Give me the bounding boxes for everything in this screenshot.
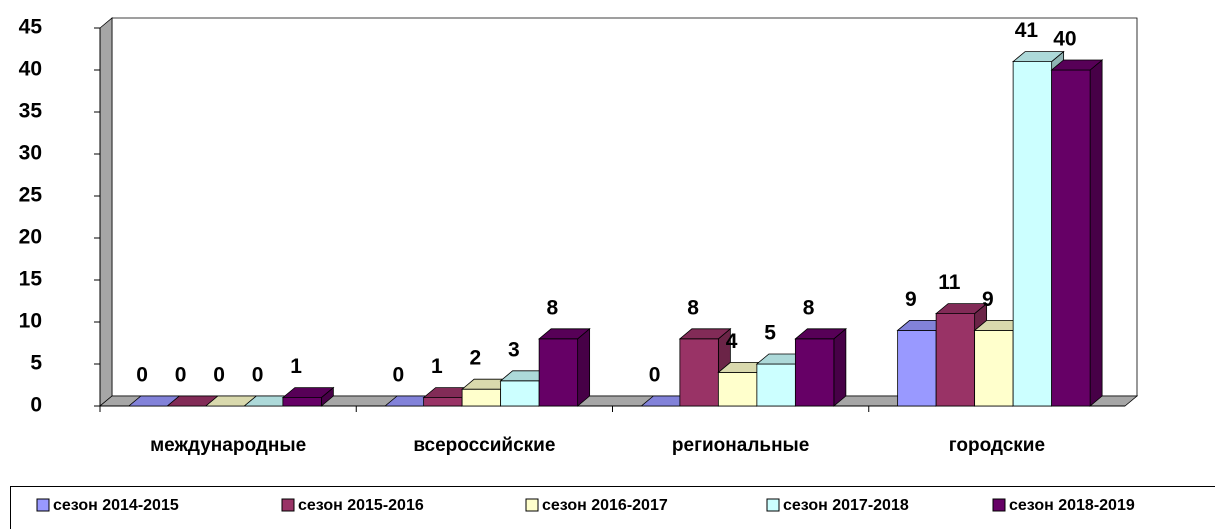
data-label: 11 <box>938 271 961 294</box>
data-label: 0 <box>213 364 225 387</box>
bar-side <box>833 327 847 407</box>
bar <box>281 386 335 407</box>
y-tick-label: 25 <box>19 184 43 207</box>
bar <box>1050 59 1104 407</box>
y-tick-label: 20 <box>19 226 42 249</box>
data-label: 9 <box>905 288 917 311</box>
bar-front <box>1012 61 1053 407</box>
y-tick-label: 0 <box>30 394 42 417</box>
data-label: 2 <box>470 347 482 370</box>
data-label: 0 <box>136 364 148 387</box>
bar-front <box>717 371 758 407</box>
bar-front <box>500 380 540 407</box>
data-label: 8 <box>803 296 815 319</box>
y-tick-label: 35 <box>19 100 43 123</box>
bar-front <box>461 388 502 407</box>
data-label: 0 <box>649 364 661 387</box>
legend-box <box>10 486 1215 529</box>
bar-front <box>282 397 322 407</box>
bar-front <box>538 338 579 407</box>
data-label: 8 <box>687 296 699 319</box>
legend-label: сезон 2015-2016 <box>298 497 424 514</box>
data-label: 5 <box>764 322 776 345</box>
bar <box>538 327 591 407</box>
bar-front <box>935 313 976 407</box>
x-tick-label: всероссийские <box>413 435 555 456</box>
bar-front <box>423 397 463 407</box>
bar-top <box>1050 59 1104 71</box>
bar-top <box>794 328 847 340</box>
y-tick-label: 15 <box>19 268 43 291</box>
bar-top <box>678 328 732 340</box>
legend-label: сезон 2017-2018 <box>783 497 909 514</box>
legend-swatch <box>525 498 539 512</box>
data-label: 3 <box>508 338 520 361</box>
x-tick-label: региональные <box>672 435 809 456</box>
data-label: 8 <box>547 296 559 319</box>
data-label: 9 <box>982 288 994 311</box>
data-label: 4 <box>726 330 738 353</box>
bar-top <box>281 387 335 399</box>
y-tick-label: 10 <box>19 310 42 333</box>
bar-top <box>935 303 988 315</box>
y-tick-label: 30 <box>19 142 42 165</box>
legend-label: сезон 2016-2017 <box>542 497 668 514</box>
y-tick-label: 5 <box>30 352 42 375</box>
y-tick-label: 40 <box>19 58 42 81</box>
data-label: 41 <box>1015 19 1039 42</box>
bar-front <box>756 363 796 407</box>
bar <box>794 327 847 407</box>
bar-front <box>679 338 719 407</box>
bar-front <box>794 338 835 407</box>
data-label: 0 <box>175 364 187 387</box>
bar-front <box>897 329 937 407</box>
data-label: 1 <box>290 355 302 378</box>
bar-front <box>1051 69 1091 407</box>
data-label: 1 <box>431 355 443 378</box>
legend-swatch <box>36 498 50 512</box>
legend-swatch <box>992 498 1006 512</box>
data-label: 40 <box>1053 28 1076 51</box>
bar-side <box>577 327 591 407</box>
data-label: 0 <box>393 364 405 387</box>
bar-top <box>1012 51 1065 62</box>
legend-label: сезон 2018-2019 <box>1009 497 1135 514</box>
side-wall <box>99 17 113 407</box>
legend-label: сезон 2014-2015 <box>53 497 179 514</box>
x-tick-label: городские <box>949 435 1045 456</box>
legend-swatch <box>281 498 295 512</box>
data-label: 0 <box>252 364 264 387</box>
bar-top <box>538 328 591 340</box>
bar-front <box>974 329 1014 407</box>
y-tick-label: 45 <box>19 16 43 39</box>
legend-swatch <box>766 498 780 512</box>
bar-side <box>1089 59 1103 407</box>
x-tick-label: международные <box>150 435 306 456</box>
